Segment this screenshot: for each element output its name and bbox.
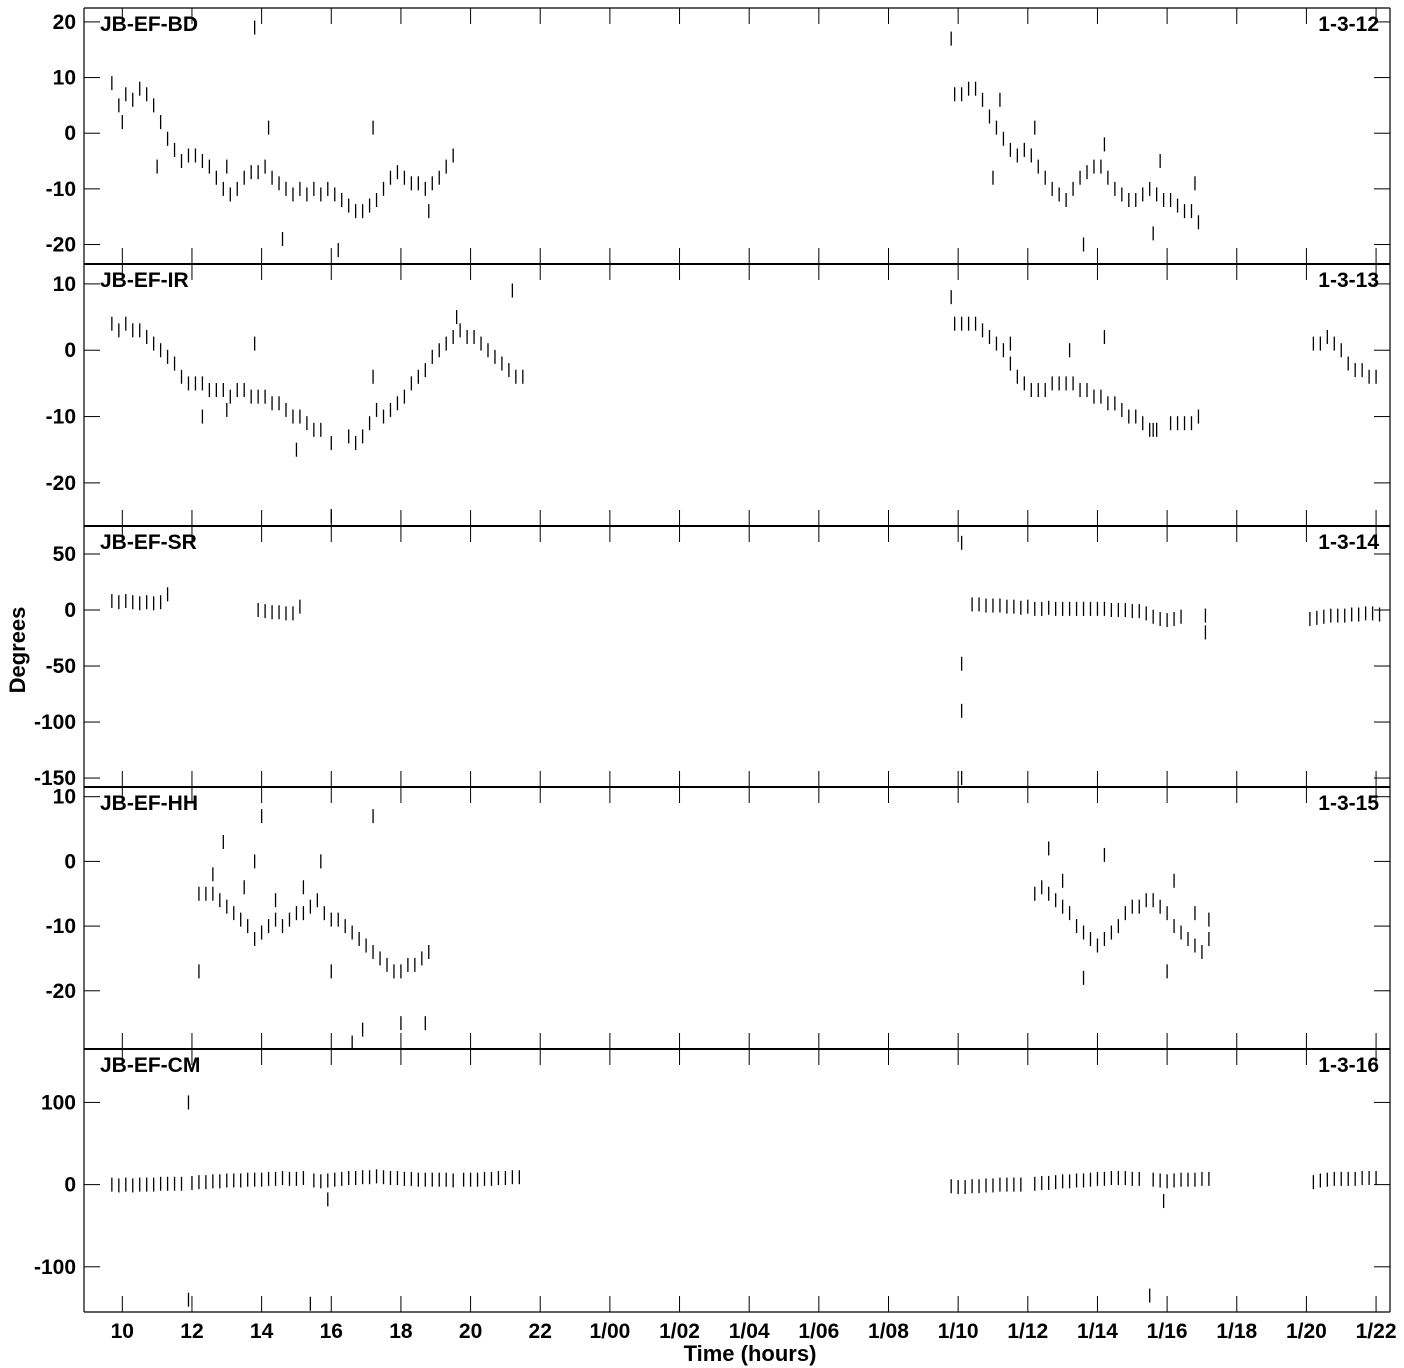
x-tick-label: 14 [250,1320,274,1343]
y-tick-label: 0 [64,122,76,145]
baseline-label: JB-EF-SR [100,531,197,554]
x-axis-title: Time (hours) [684,1341,817,1366]
baseline-label: JB-EF-HH [100,792,198,815]
y-tick-label: -100 [34,1256,76,1279]
y-tick-label: -10 [46,915,76,938]
y-tick-label: -50 [46,655,76,678]
y-tick-label: 10 [53,67,76,90]
x-tick-label: 1/04 [729,1320,770,1343]
y-tick-label: -20 [46,980,76,1003]
panel-id-label: 1-3-12 [1318,13,1379,36]
y-tick-label: 10 [53,786,76,809]
y-tick-label: 0 [64,1174,76,1197]
x-tick-label: 1/16 [1147,1320,1188,1343]
panel-id-label: 1-3-14 [1318,531,1379,554]
panel-jb-ef-hh: 10 0 -10 -20 JB-EF-HH 1-3-15 [46,786,1391,1050]
y-tick-label: -150 [34,767,76,790]
y-tick-label: 20 [53,11,76,34]
x-tick-label: 1/06 [798,1320,839,1343]
x-tick-label: 10 [111,1320,134,1343]
panel-id-label: 1-3-13 [1318,269,1379,292]
y-tick-label: -100 [34,711,76,734]
y-axis-title: Degrees [5,607,30,694]
x-tick-label: 12 [180,1320,203,1343]
baseline-label: JB-EF-CM [100,1054,200,1077]
panel-id-label: 1-3-16 [1318,1054,1379,1077]
y-tick-label: 50 [53,543,76,566]
y-tick-label: 0 [64,339,76,362]
y-tick-label: -10 [46,406,76,429]
x-tick-label: 1/18 [1216,1320,1257,1343]
baseline-label: JB-EF-BD [100,13,198,36]
x-tick-label: 1/10 [938,1320,979,1343]
y-tick-label: 10 [53,273,76,296]
x-tick-label: 20 [459,1320,482,1343]
x-tick-label: 1/02 [659,1320,700,1343]
y-tick-label: -10 [46,178,76,201]
x-tick-label: 1/22 [1356,1320,1397,1343]
x-tick-label: 1/08 [868,1320,909,1343]
x-tick-label: 18 [389,1320,413,1343]
panel-jb-ef-bd: 20 10 0 -10 -20 JB-EF-BD 1-3-12 [46,7,1391,265]
panel-jb-ef-ir: 10 0 -10 -20 JB-EF-IR 1-3-13 [46,264,1391,527]
x-tick-label: 22 [529,1320,552,1343]
baseline-label: JB-EF-IR [100,269,189,292]
x-tick-label: 16 [320,1320,343,1343]
x-axis-group: 10 12 14 16 18 20 22 1/00 1/02 1/04 1/06 1/08 1/10 1/… [111,1320,1397,1343]
panel-jb-ef-cm: 100 0 -100 JB-EF-CM 1-3-16 [34,1049,1391,1313]
y-tick-label: -20 [46,472,76,495]
panel-jb-ef-sr: 50 0 -50 -100 -150 JB-EF-SR 1-3-14 [34,526,1391,790]
y-tick-label: -20 [46,234,76,257]
y-tick-label: 100 [41,1091,76,1114]
x-tick-label: 1/12 [1007,1320,1048,1343]
panel-id-label: 1-3-15 [1318,792,1379,815]
x-tick-label: 1/14 [1077,1320,1118,1343]
y-tick-label: 0 [64,599,76,622]
x-tick-label: 1/20 [1286,1320,1327,1343]
x-tick-label: 1/00 [589,1320,630,1343]
y-tick-label: 0 [64,850,76,873]
